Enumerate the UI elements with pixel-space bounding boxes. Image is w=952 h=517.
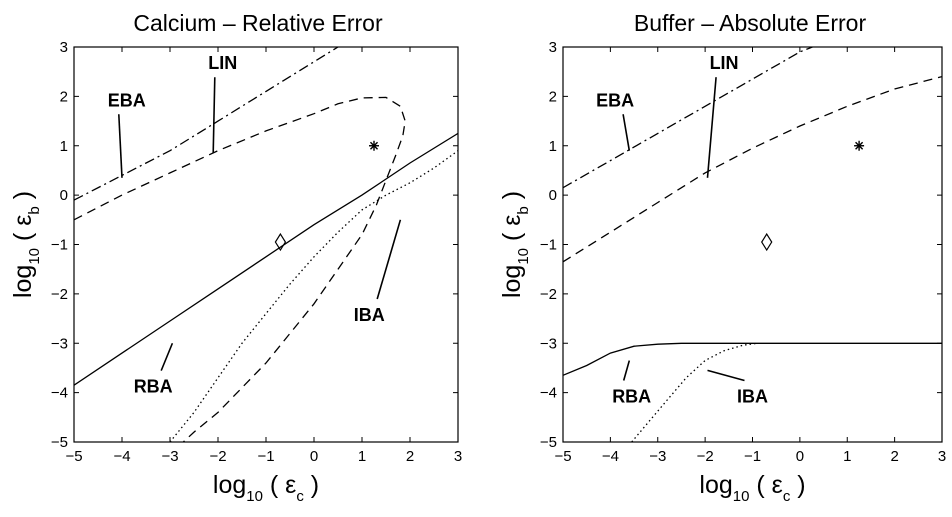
y-tick-label: 3 [60, 39, 68, 56]
y-tick-label: −2 [540, 286, 557, 303]
y-axis-label-group: log10 ( εb ) [9, 191, 43, 298]
annotation-iba: IBA [737, 387, 768, 407]
y-tick-label: 0 [60, 187, 68, 204]
y-tick-label: 2 [549, 88, 557, 105]
series-line-eba [74, 47, 339, 201]
annotation-lin: LIN [710, 53, 739, 73]
x-tick-label: 1 [843, 448, 851, 465]
x-tick-label: 0 [310, 448, 318, 465]
annotation-leader-iba [376, 219, 402, 300]
annotation-lin: LIN [208, 53, 237, 73]
y-axis-label-group: log10 ( εb ) [498, 191, 532, 298]
y-tick-label: −4 [540, 385, 557, 402]
series-line-rba [563, 342, 942, 376]
series-group [74, 47, 458, 442]
annotation-eba: EBA [596, 90, 634, 110]
x-axis-label: log10 ( εc ) [699, 471, 805, 505]
x-tick-label: −1 [744, 448, 761, 465]
x-tick-label: −1 [257, 448, 274, 465]
y-tick-label: 1 [549, 138, 557, 155]
y-tick-label: −2 [51, 286, 68, 303]
annotation-rba: RBA [134, 377, 173, 397]
series-group [563, 47, 942, 442]
series-line-eba [563, 47, 815, 189]
chart-title: Calcium – Relative Error [133, 10, 383, 36]
annotation-leader-eba [622, 114, 631, 151]
y-tick-label: 1 [60, 138, 68, 155]
x-axis-label: log10 ( εc ) [213, 471, 319, 505]
diamond-marker [761, 232, 773, 252]
x-tick-label: −5 [554, 448, 571, 465]
series-line-rba [74, 132, 458, 386]
y-axis-label: log10 ( εb ) [9, 191, 43, 298]
chart-title: Buffer – Absolute Error [634, 10, 867, 36]
y-tick-label: −3 [51, 335, 68, 352]
x-tick-label: −3 [161, 448, 178, 465]
annotation-leader-rba [160, 342, 174, 371]
y-tick-label: −5 [540, 434, 557, 451]
y-tick-label: −1 [540, 237, 557, 254]
x-tick-label: 2 [406, 448, 414, 465]
x-tick-label: 3 [938, 448, 946, 465]
x-tick-label: −2 [209, 448, 226, 465]
y-tick-label: 0 [549, 187, 557, 204]
x-tick-label: −4 [602, 448, 619, 465]
x-tick-label: −5 [65, 448, 82, 465]
star-marker [854, 140, 865, 151]
x-tick-label: 0 [796, 448, 804, 465]
y-tick-label: 2 [60, 88, 68, 105]
series-line-lin [74, 96, 406, 442]
annotation-leader-lin [706, 77, 717, 178]
x-tick-label: 2 [890, 448, 898, 465]
y-tick-label: −3 [540, 335, 557, 352]
x-tick-label: −3 [649, 448, 666, 465]
annotation-leader-iba [707, 369, 745, 382]
y-tick-label: −4 [51, 385, 68, 402]
buffer-panel: Buffer – Absolute Error −5 −4 −3 −2 −1 0 1 2 3 3 2… [498, 10, 946, 505]
calcium-panel: Calcium – Relative Error −5 −4 −3 −2 −1 0 1 2 3 3… [9, 10, 462, 505]
y-axis-label: log10 ( εb ) [498, 191, 532, 298]
x-tick-label: −4 [113, 448, 130, 465]
y-tick-label: 3 [549, 39, 557, 56]
annotation-eba: EBA [108, 90, 146, 110]
annotation-leader-eba [118, 114, 123, 178]
annotation-leader-rba [622, 360, 631, 381]
x-tick-label: 1 [358, 448, 366, 465]
annotation-leader-lin [212, 77, 216, 154]
diamond-marker [274, 232, 287, 252]
y-tick-label: −1 [51, 237, 68, 254]
y-tick-label: −5 [51, 434, 68, 451]
annotation-rba: RBA [612, 387, 651, 407]
star-marker [369, 140, 379, 151]
series-line-iba [169, 150, 458, 442]
x-tick-label: 3 [454, 448, 462, 465]
annotation-iba: IBA [354, 305, 385, 325]
x-tick-label: −2 [697, 448, 714, 465]
